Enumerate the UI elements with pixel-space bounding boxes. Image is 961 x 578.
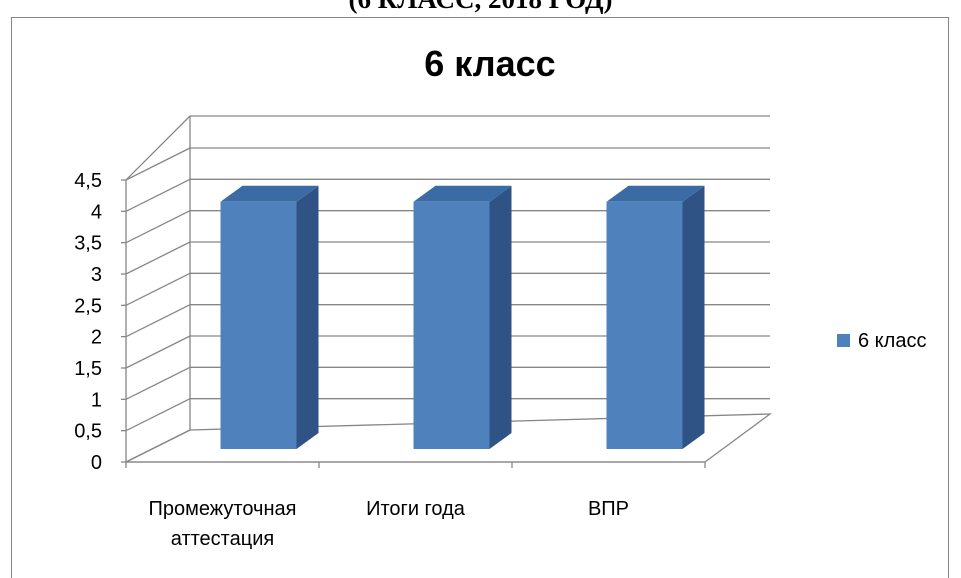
bar-top bbox=[220, 185, 319, 202]
y-tick-label: 3,5 bbox=[74, 233, 102, 255]
bar bbox=[413, 185, 512, 450]
y-tick-label: 1 bbox=[91, 389, 102, 411]
gridline-side bbox=[125, 366, 191, 400]
y-tick-label: 2 bbox=[91, 327, 102, 349]
y-tick-label: 1,5 bbox=[74, 358, 102, 380]
bar-side bbox=[682, 185, 705, 450]
bar bbox=[220, 185, 319, 450]
gridline-side bbox=[125, 210, 191, 244]
x-tick-label: Промежуточная аттестация bbox=[149, 498, 297, 550]
bar-front bbox=[413, 201, 490, 449]
gridline-side bbox=[125, 241, 191, 275]
gridline-side bbox=[125, 115, 191, 181]
bar-top bbox=[606, 185, 705, 202]
bar-front bbox=[606, 201, 683, 449]
document-heading: (6 КЛАСС, 2018 ГОД) bbox=[0, 0, 961, 15]
axis-labels: 0 0,5 1 1,5 2 2,5 3 3,5 4 4,5 Промежуточная аттеста… bbox=[74, 170, 629, 550]
gridline-side bbox=[125, 398, 191, 432]
bar-side bbox=[489, 185, 512, 450]
legend-label: 6 класс bbox=[858, 330, 926, 352]
gridline-side bbox=[125, 272, 191, 306]
x-tick-label: ВПР bbox=[588, 498, 629, 520]
gridline-side bbox=[125, 178, 191, 212]
y-tick-label: 0,5 bbox=[74, 421, 102, 443]
bar-top bbox=[413, 185, 512, 202]
gridline-side bbox=[125, 335, 191, 369]
x-tick-label: Итоги года bbox=[366, 498, 466, 520]
axes bbox=[121, 179, 706, 468]
y-tick-label: 2,5 bbox=[74, 295, 102, 317]
legend-swatch bbox=[837, 334, 850, 347]
gridline-side bbox=[125, 147, 191, 181]
bar bbox=[606, 185, 705, 450]
gridline-side bbox=[125, 304, 191, 338]
chart-area bbox=[11, 17, 949, 578]
bars bbox=[220, 185, 705, 450]
y-tick-label: 0 bbox=[91, 452, 102, 474]
chart-title: 6 класс bbox=[424, 43, 555, 84]
y-tick-label: 4 bbox=[91, 201, 102, 223]
legend: 6 класс bbox=[837, 330, 926, 352]
bar-front bbox=[220, 201, 297, 449]
y-tick-label: 3 bbox=[91, 264, 102, 286]
y-tick-label: 4,5 bbox=[74, 170, 102, 192]
bar-side bbox=[296, 185, 319, 450]
